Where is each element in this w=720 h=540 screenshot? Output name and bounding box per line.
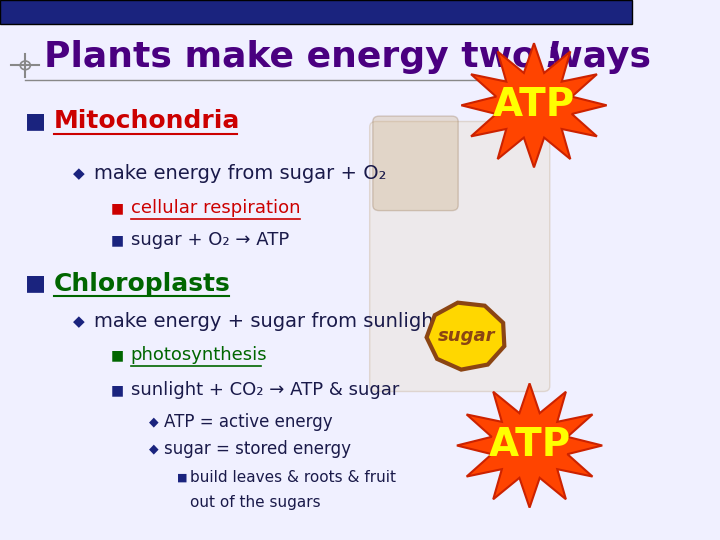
Text: !: !: [545, 40, 561, 73]
Text: ATP: ATP: [493, 86, 575, 124]
Text: make energy + sugar from sunlight: make energy + sugar from sunlight: [94, 312, 441, 331]
Text: ◆: ◆: [148, 443, 158, 456]
Text: build leaves & roots & fruit: build leaves & roots & fruit: [189, 470, 395, 485]
FancyBboxPatch shape: [369, 122, 550, 392]
Text: make energy from sugar + O₂: make energy from sugar + O₂: [94, 164, 386, 184]
Text: sunlight + CO₂ → ATP & sugar: sunlight + CO₂ → ATP & sugar: [131, 381, 399, 399]
Text: ATP: ATP: [488, 427, 571, 464]
Text: ◆: ◆: [148, 416, 158, 429]
Text: ■: ■: [25, 111, 46, 132]
Text: ATP = active energy: ATP = active energy: [164, 413, 333, 431]
Text: sugar: sugar: [438, 327, 495, 345]
Text: sugar + O₂ → ATP: sugar + O₂ → ATP: [131, 231, 289, 249]
Text: ■: ■: [111, 383, 124, 397]
Text: Plants make energy two ways: Plants make energy two ways: [44, 40, 651, 73]
Text: ◆: ◆: [73, 314, 84, 329]
FancyBboxPatch shape: [373, 116, 458, 211]
Text: Chloroplasts: Chloroplasts: [54, 272, 230, 295]
Text: ◆: ◆: [73, 166, 84, 181]
Text: ■: ■: [177, 473, 187, 483]
Text: cellular respiration: cellular respiration: [131, 199, 300, 217]
Text: Mitochondria: Mitochondria: [54, 110, 240, 133]
Polygon shape: [457, 383, 602, 508]
FancyBboxPatch shape: [0, 0, 632, 24]
Polygon shape: [426, 302, 504, 369]
Text: ■: ■: [111, 233, 124, 247]
Polygon shape: [462, 43, 607, 167]
Text: ■: ■: [111, 348, 124, 362]
Text: sugar = stored energy: sugar = stored energy: [164, 440, 351, 458]
Text: photosynthesis: photosynthesis: [131, 346, 267, 364]
Text: out of the sugars: out of the sugars: [189, 495, 320, 510]
Text: ■: ■: [25, 273, 46, 294]
Text: ■: ■: [111, 201, 124, 215]
